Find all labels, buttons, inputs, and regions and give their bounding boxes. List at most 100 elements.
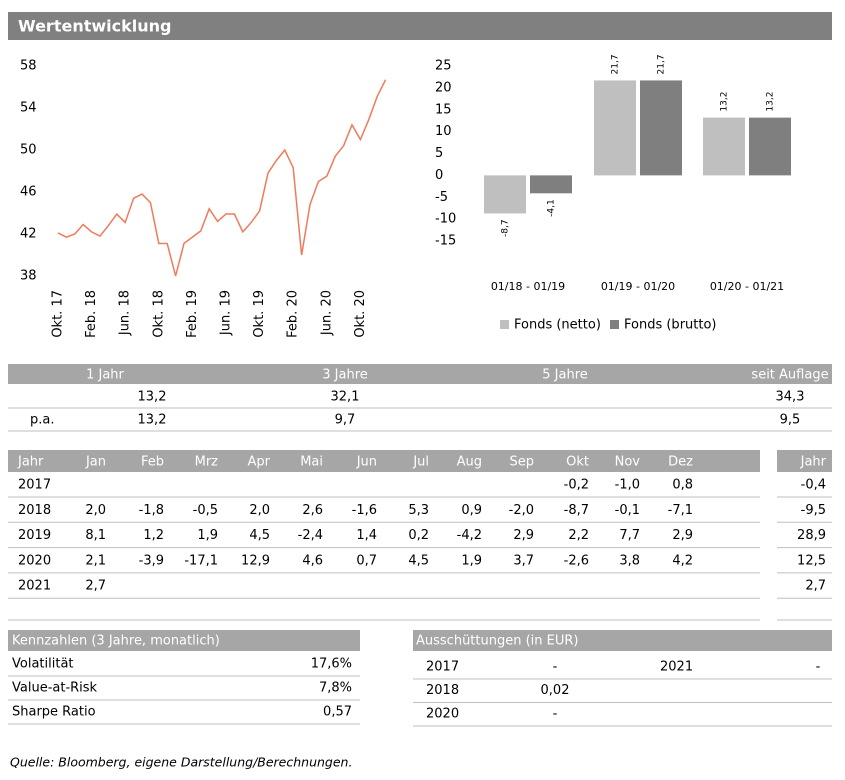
line-series — [57, 79, 387, 277]
source: Quelle: Bloomberg, eigene Darstellung/Be… — [10, 755, 352, 770]
section-title: Kennzahlen (3 Jahre, monatlich) — [12, 634, 220, 649]
header-title: Wertentwicklung — [18, 17, 171, 36]
column-header: Jun — [356, 455, 377, 470]
cell: -2,0 — [509, 503, 534, 518]
cell: 0,57 — [323, 705, 352, 720]
cell: -4,2 — [457, 528, 482, 543]
cell: -0,4 — [801, 478, 826, 493]
row-label: 2021 — [18, 579, 51, 594]
x-tick-label: Feb. 20 — [286, 290, 301, 338]
cell: 8,1 — [85, 528, 106, 543]
data-label: 21,7 — [657, 54, 667, 74]
cell: 1,9 — [197, 528, 218, 543]
cell: 3,7 — [513, 553, 534, 568]
legend-swatch — [610, 320, 619, 329]
header-row — [8, 450, 760, 472]
cell: 9,7 — [335, 413, 356, 428]
cell: 4,5 — [249, 528, 270, 543]
cell: 7,7 — [619, 528, 640, 543]
cell: 0,7 — [356, 553, 377, 568]
cell: 2020 — [426, 707, 459, 722]
y-tick-label: 25 — [435, 59, 452, 74]
x-tick-label: Jun. 19 — [219, 290, 234, 336]
y-tick-label: 54 — [20, 101, 37, 116]
cell: -2,4 — [298, 528, 323, 543]
cell: -0,2 — [564, 478, 589, 493]
x-tick-label: 01/20 - 01/21 — [710, 280, 784, 293]
row-label: p.a. — [30, 413, 54, 428]
column-header: 3 Jahre — [322, 368, 368, 383]
y-tick-label: 58 — [20, 59, 37, 74]
cell: 4,6 — [302, 553, 323, 568]
cell: 2,1 — [85, 553, 106, 568]
cell: 34,3 — [776, 390, 805, 405]
column-header: Jan — [85, 455, 106, 470]
bar — [640, 80, 682, 176]
section-title: Ausschüttungen (in EUR) — [416, 634, 579, 649]
y-tick-label: -10 — [435, 212, 456, 227]
cell: 1,4 — [356, 528, 377, 543]
cell: 5,3 — [408, 503, 429, 518]
cell: 2,6 — [302, 503, 323, 518]
cell: 9,5 — [780, 413, 801, 428]
cell: 1,2 — [143, 528, 164, 543]
column-header: Sep — [509, 455, 534, 470]
cell: -8,7 — [564, 503, 589, 518]
cell: -7,1 — [668, 503, 693, 518]
column-header: seit Auflage — [751, 368, 828, 383]
cell: 4,2 — [672, 553, 693, 568]
cell: 2,7 — [85, 579, 106, 594]
cell: -3,9 — [139, 553, 164, 568]
cell: -1,6 — [352, 503, 377, 518]
header-row — [8, 364, 832, 384]
data-label: 13,2 — [720, 92, 730, 112]
cell: 2017 — [426, 660, 459, 675]
cell: 2,7 — [805, 579, 826, 594]
bar — [484, 175, 526, 214]
cell: -1,8 — [139, 503, 164, 518]
row-label: 2018 — [18, 503, 51, 518]
x-tick-label: Okt. 17 — [51, 290, 66, 338]
y-tick-label: 46 — [20, 185, 37, 200]
x-tick-label: Jun. 18 — [118, 290, 133, 336]
cell: 4,5 — [408, 553, 429, 568]
y-tick-label: 50 — [20, 143, 37, 158]
column-header: Okt — [566, 455, 589, 470]
header-row — [777, 450, 832, 472]
y-tick-label: 38 — [20, 269, 37, 284]
cell: 2018 — [426, 683, 459, 698]
row-label: 2019 — [18, 528, 51, 543]
row-label: 2017 — [18, 478, 51, 493]
y-tick-label: 0 — [435, 168, 443, 183]
cell: 2021 — [660, 660, 693, 675]
y-tick-label: 42 — [20, 227, 37, 242]
x-tick-label: Okt. 20 — [353, 290, 368, 338]
cell: - — [553, 707, 558, 722]
y-tick-label: -5 — [435, 190, 448, 205]
y-tick-label: 20 — [435, 80, 452, 95]
cell: -9,5 — [801, 503, 826, 518]
row-label: Value-at-Risk — [12, 681, 98, 696]
cell: 13,2 — [138, 390, 167, 405]
cell: -0,5 — [193, 503, 218, 518]
y-tick-label: 10 — [435, 124, 452, 139]
column-header: Apr — [248, 455, 271, 470]
header-row — [8, 630, 360, 651]
cell: 0,02 — [541, 683, 570, 698]
data-label: -4,1 — [547, 199, 557, 217]
row-label: 2020 — [18, 553, 51, 568]
x-tick-label: Feb. 18 — [84, 290, 99, 338]
cell: - — [553, 660, 558, 675]
x-tick-label: Feb. 19 — [185, 290, 200, 338]
column-header: 1 Jahr — [86, 368, 124, 383]
column-header: Jul — [412, 455, 429, 470]
cell: 2,9 — [672, 528, 693, 543]
cell: 2,0 — [249, 503, 270, 518]
cell: 2,9 — [513, 528, 534, 543]
cell: 0,8 — [672, 478, 693, 493]
header-bar — [8, 12, 832, 40]
row-label: Volatilität — [12, 657, 74, 672]
cell: 17,6% — [311, 657, 352, 672]
legend-swatch — [500, 320, 509, 329]
bar — [530, 175, 572, 194]
